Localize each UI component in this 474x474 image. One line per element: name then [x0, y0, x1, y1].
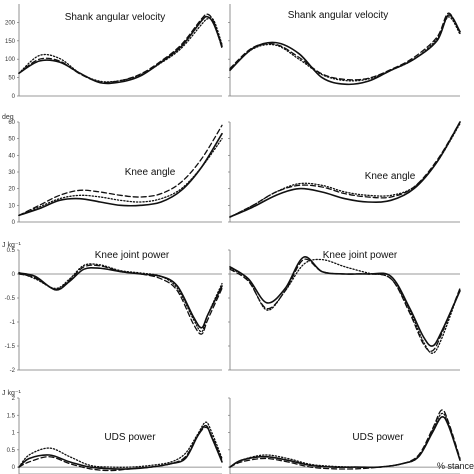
series-line-solid	[229, 256, 461, 347]
y-tick-label: 1	[12, 431, 16, 437]
panel-title: Shank angular velocity	[65, 12, 166, 23]
series-line-dotted	[18, 263, 223, 333]
y-tick-label: 50	[8, 137, 15, 143]
series-line-dotted	[229, 123, 461, 218]
series-line-dashed	[18, 13, 223, 84]
y-tick-label: 40	[8, 153, 15, 159]
series-line-solid	[18, 132, 223, 217]
y-tick-label: 0	[12, 220, 16, 226]
panel-4: Knee angle	[228, 121, 461, 223]
series-line-dashed	[229, 121, 461, 218]
panel-title: Knee joint power	[95, 250, 170, 261]
series-line-solid	[18, 266, 223, 329]
series-line-solid	[229, 14, 461, 86]
series-line-dotted	[18, 138, 223, 216]
y-tick-label: 1.5	[7, 413, 16, 419]
series-line-dashed	[229, 409, 461, 470]
series-line-solid	[229, 121, 461, 218]
y-unit-label: J kg⁻¹	[2, 242, 22, 249]
panel-8: UDS power	[228, 397, 461, 474]
y-tick-label: 30	[8, 170, 15, 176]
series-line-dashed	[229, 258, 461, 352]
y-tick-label: 10	[8, 203, 15, 209]
panel-title: Shank angular velocity	[288, 10, 389, 21]
y-tick-label: 0	[12, 94, 16, 100]
panel-1: 0 50 100 150 200 Shank angular velocity	[5, 4, 223, 100]
panel-title: Knee angle	[125, 167, 176, 178]
series-line-dotted	[18, 421, 223, 468]
series-line-dotted	[229, 412, 461, 469]
y-tick-label: 100	[5, 57, 16, 63]
y-tick-label: 200	[5, 20, 16, 26]
y-tick-label: 150	[5, 39, 16, 45]
y-unit-label: deg	[2, 114, 14, 121]
y-tick-label: -1	[10, 320, 16, 326]
panel-5: 0.5 0 -0.5 -1 -1.5 -2 J kg⁻¹ Knee joint power	[2, 242, 223, 374]
panel-2: Shank angular velocity	[228, 4, 461, 97]
stance-axis-label: % stance	[437, 461, 474, 471]
series-line-dotted	[18, 17, 223, 83]
y-tick-label: 50	[8, 76, 15, 82]
y-tick-label: 0	[12, 272, 16, 278]
y-tick-label: -0.5	[5, 296, 16, 302]
panel-title: UDS power	[352, 432, 404, 443]
panel-7: 2 1.5 1 0.5 0 J kg⁻¹ UDS power	[2, 390, 223, 474]
panel-6: Knee joint power	[228, 249, 461, 371]
y-unit-label: J kg⁻¹	[2, 390, 22, 397]
series-line-solid	[229, 415, 461, 469]
series-line-dashed	[229, 12, 461, 81]
y-tick-label: 0.5	[7, 248, 16, 254]
series-line-dashed	[18, 264, 223, 335]
y-tick-label: 20	[8, 187, 15, 193]
series-line-dashed	[18, 426, 223, 472]
y-tick-label: -2	[10, 368, 16, 374]
y-tick-label: 60	[8, 120, 15, 126]
panel-title: UDS power	[104, 432, 156, 443]
y-tick-label: 0	[12, 465, 16, 471]
series-line-solid	[18, 424, 223, 470]
y-tick-label: 0.5	[7, 448, 16, 454]
panel-title: Knee joint power	[323, 250, 398, 261]
y-tick-label: 2	[12, 396, 16, 402]
y-tick-label: -1.5	[5, 344, 16, 350]
series-line-dashed	[18, 124, 223, 216]
series-line-solid	[18, 15, 223, 85]
series-line-dotted	[229, 258, 461, 354]
series-line-dotted	[229, 16, 461, 82]
panel-title: Knee angle	[365, 171, 416, 182]
